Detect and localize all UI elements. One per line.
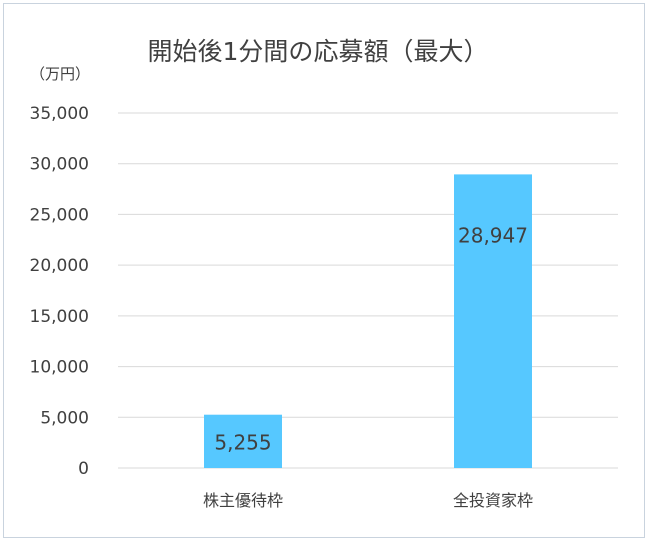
data-label: 5,255 [214, 430, 271, 454]
bar [204, 414, 282, 468]
chart-frame [3, 3, 645, 538]
y-axis-ticks: 0 5,000 10,000 15,000 20,000 25,000 30,000 35,0… [30, 104, 89, 479]
chart-title: 開始後1分間の応募額（最大） [148, 37, 489, 66]
x-axis-labels: 株主優待枠 全投資家枠 [203, 491, 533, 510]
y-axis-unit-label: （万円） [30, 65, 90, 83]
y-tick-label: 10,000 [30, 358, 89, 378]
bars [204, 174, 532, 468]
y-tick-label: 5,000 [40, 408, 89, 428]
y-tick-label: 30,000 [30, 155, 89, 175]
data-labels: 5,255 28,947 [214, 223, 528, 454]
gridlines [118, 112, 618, 469]
x-tick-label: 株主優待枠 [203, 491, 283, 510]
y-tick-label: 0 [78, 459, 89, 479]
data-label: 28,947 [458, 223, 528, 247]
y-tick-label: 25,000 [30, 205, 89, 225]
y-tick-label: 20,000 [30, 256, 89, 276]
bar [454, 174, 532, 468]
y-tick-label: 35,000 [30, 104, 89, 124]
y-tick-label: 15,000 [30, 307, 89, 327]
x-tick-label: 全投資家枠 [453, 491, 533, 510]
